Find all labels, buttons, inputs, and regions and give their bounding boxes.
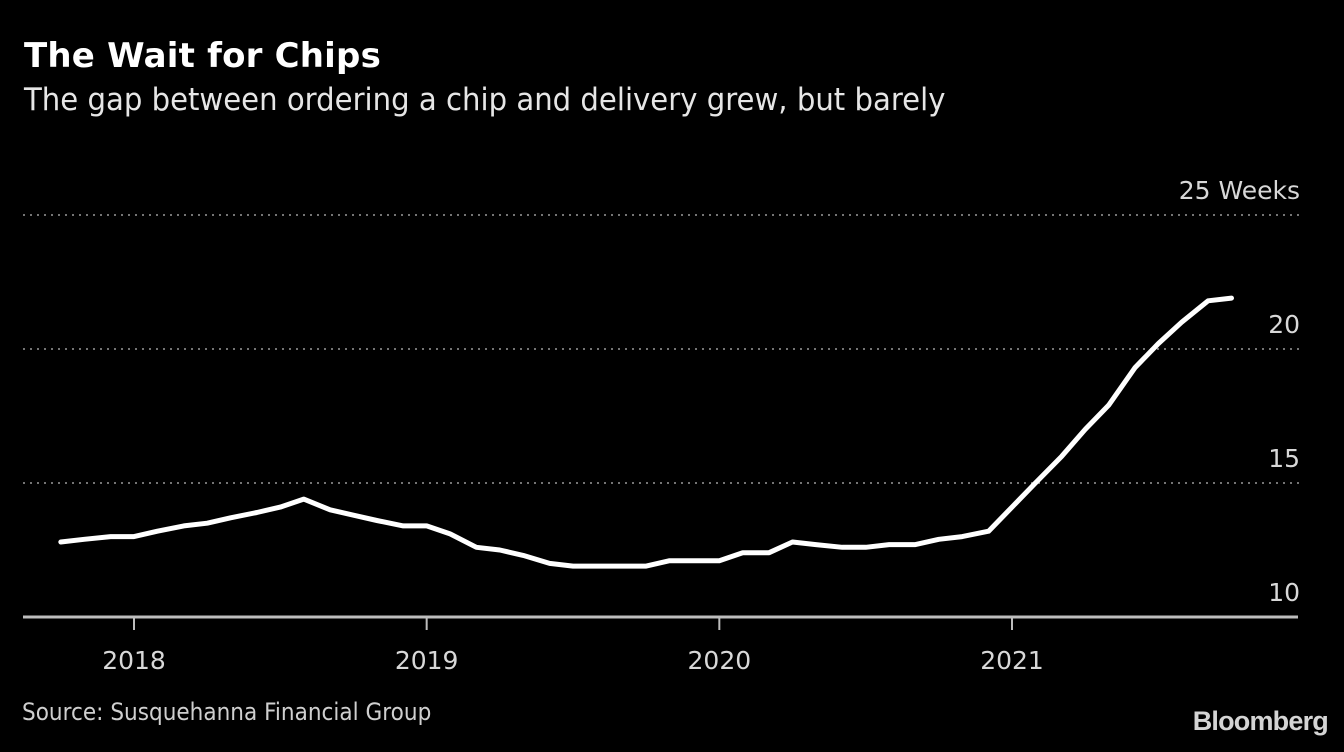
data-point (108, 534, 113, 539)
data-point (936, 537, 941, 542)
data-point (594, 564, 599, 569)
x-axis-labels: 2018 2019 2020 2021 (102, 646, 1044, 675)
data-point (474, 545, 479, 550)
data-point (497, 548, 502, 553)
series (58, 295, 1234, 569)
series-line-0 (58, 295, 1234, 569)
data-point (693, 558, 698, 563)
data-point (717, 558, 722, 563)
data-point (58, 540, 63, 545)
x-tick-label-2021: 2021 (980, 646, 1044, 675)
data-point (960, 534, 965, 539)
data-point (155, 529, 160, 534)
data-point (424, 523, 429, 528)
data-point (205, 521, 210, 526)
data-point (401, 523, 406, 528)
data-point (132, 534, 137, 539)
data-point (1010, 505, 1015, 510)
y-tick-label-10: 10 (1268, 578, 1300, 607)
data-point (840, 545, 845, 550)
data-point (374, 518, 379, 523)
data-point (913, 542, 918, 547)
y-tick-label-25: 25 Weeks (1179, 176, 1300, 205)
data-point (254, 510, 259, 515)
data-point (667, 558, 672, 563)
data-point (813, 542, 818, 547)
y-tick-label-15: 15 (1268, 444, 1300, 473)
data-point (1179, 320, 1184, 325)
source-note: Source: Susquehanna Financial Group (22, 698, 432, 726)
data-point (644, 564, 649, 569)
data-point (1206, 298, 1211, 303)
data-point (571, 564, 576, 569)
data-point (740, 550, 745, 555)
y-tick-label-20: 20 (1268, 310, 1300, 339)
data-point (1059, 454, 1064, 459)
data-point (521, 553, 526, 558)
data-point (1132, 365, 1137, 370)
data-point (1083, 427, 1088, 432)
x-tick-label-2018: 2018 (102, 646, 166, 675)
data-point (351, 513, 356, 518)
data-point (863, 545, 868, 550)
data-point (181, 523, 186, 528)
data-point (228, 515, 233, 520)
data-point (1156, 341, 1161, 346)
data-point (278, 505, 283, 510)
data-point (986, 529, 991, 534)
y-axis-labels: 10 15 20 25 Weeks (1179, 176, 1300, 607)
data-point (767, 550, 772, 555)
data-point (448, 531, 453, 536)
data-point (547, 561, 552, 566)
data-point (1033, 481, 1038, 486)
x-tick-label-2019: 2019 (395, 646, 459, 675)
x-tick-label-2020: 2020 (688, 646, 752, 675)
data-point (790, 540, 795, 545)
data-point (1229, 296, 1234, 301)
bloomberg-logo: Bloomberg (1192, 706, 1329, 736)
data-point (620, 564, 625, 569)
x-axis (23, 615, 1298, 630)
chart-subtitle: The gap between ordering a chip and deli… (24, 82, 946, 118)
chart-title: The Wait for Chips (24, 36, 382, 76)
data-point (328, 507, 333, 512)
data-point (82, 537, 87, 542)
data-point (887, 542, 892, 547)
data-point (301, 497, 306, 502)
gridlines (23, 214, 1300, 484)
data-point (1106, 403, 1111, 408)
